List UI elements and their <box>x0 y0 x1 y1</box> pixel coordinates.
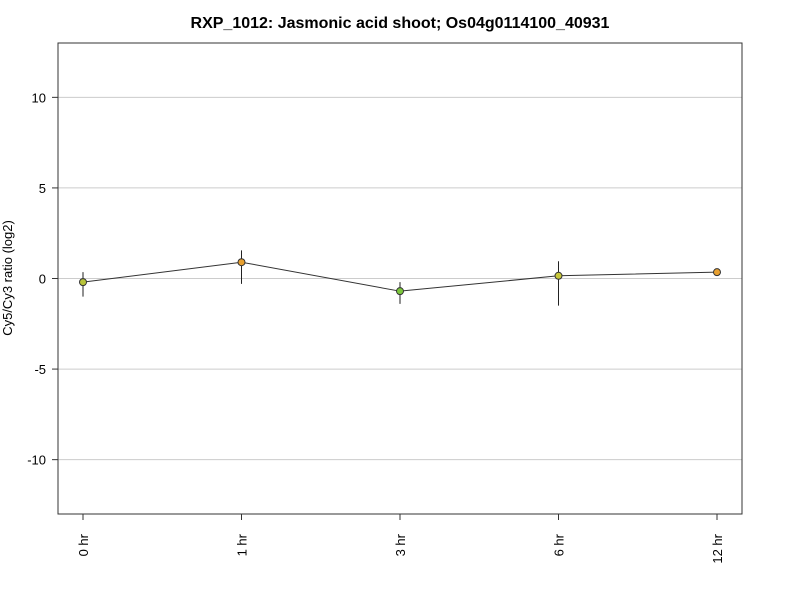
y-tick-label: 10 <box>32 90 46 105</box>
y-tick-label: -5 <box>34 362 46 377</box>
data-point <box>237 258 246 267</box>
data-point <box>79 278 87 287</box>
chart-title: RXP_1012: Jasmonic acid shoot; Os04g0114… <box>191 15 610 32</box>
data-points <box>79 258 721 296</box>
data-point <box>713 268 721 277</box>
gridlines <box>58 96 742 461</box>
y-tick-label: 5 <box>39 181 46 196</box>
data-point <box>554 271 563 280</box>
y-tick-label: 0 <box>39 272 46 287</box>
x-tick-label: 1 hr <box>235 533 250 556</box>
y-tick-label: -10 <box>27 453 46 468</box>
data-point <box>396 287 404 296</box>
x-axis: 0 hr 1 hr 3 hr 6 hr 12 hr <box>76 514 725 564</box>
x-tick-label: 0 hr <box>76 533 91 556</box>
x-tick-label: 12 hr <box>710 533 725 563</box>
y-axis: -10 -5 0 5 10 <box>27 90 58 468</box>
x-tick-label: 6 hr <box>552 533 567 556</box>
y-axis-label: Cy5/Cy3 ratio (log2) <box>0 220 15 336</box>
x-tick-label: 3 hr <box>393 533 408 556</box>
